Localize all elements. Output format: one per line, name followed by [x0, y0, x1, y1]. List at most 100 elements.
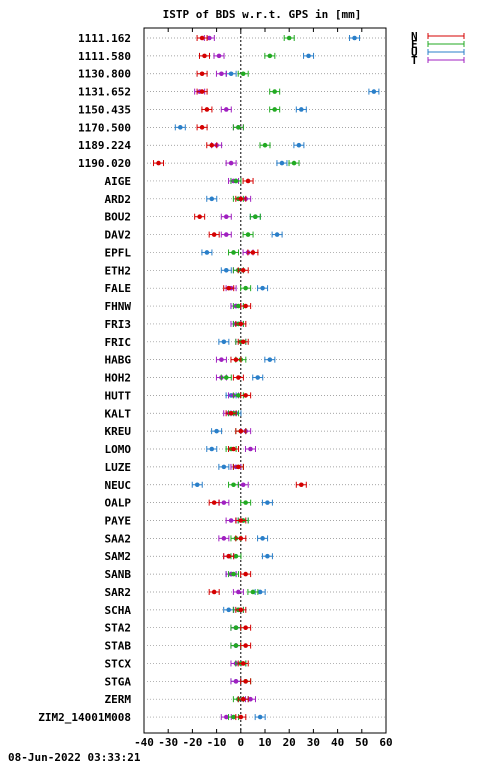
- x-tick-label: 0: [237, 736, 244, 749]
- data-point: [178, 125, 183, 130]
- point-E-OALP: [240, 499, 252, 506]
- data-point: [260, 285, 265, 291]
- data-point: [223, 214, 229, 219]
- station-label: SCHA: [105, 604, 132, 617]
- data-point: [240, 661, 246, 666]
- x-tick-label: -20: [182, 736, 202, 749]
- x-tick-label: 60: [379, 736, 392, 749]
- station-label: DAV2: [105, 229, 132, 242]
- data-point: [243, 303, 248, 309]
- legend-label: E: [411, 38, 418, 51]
- point-T-SAR2: [232, 588, 244, 595]
- station-label: STCX: [105, 657, 132, 670]
- station-label: OALP: [105, 497, 132, 510]
- point-N-STGA: [240, 678, 252, 685]
- point-U-SAA2: [257, 535, 269, 542]
- point-E-BOU2: [249, 213, 261, 220]
- chart-title: ISTP of BDS w.r.t. GPS in [mm]: [163, 8, 362, 21]
- point-U-ARD2: [206, 195, 218, 202]
- point-E-1131.652: [269, 88, 281, 95]
- point-T-STGA: [230, 678, 242, 685]
- data-point: [236, 589, 241, 595]
- station-label: ZIM2_14001M008: [38, 711, 131, 724]
- point-T-1150.435: [220, 106, 232, 113]
- data-point: [219, 357, 224, 362]
- data-point: [299, 482, 304, 488]
- point-U-1170.500: [174, 124, 186, 131]
- legend-entry-E: E: [411, 38, 465, 51]
- data-point: [226, 607, 231, 613]
- point-N-BOU2: [194, 213, 206, 220]
- data-point: [221, 464, 227, 470]
- data-point: [267, 53, 273, 59]
- x-tick-label: -40: [134, 736, 154, 749]
- data-point: [253, 214, 258, 219]
- data-point: [231, 482, 236, 488]
- point-N-STA2: [240, 624, 252, 631]
- data-point: [240, 71, 246, 77]
- point-T-DAV2: [220, 231, 232, 238]
- point-U-ETH2: [220, 267, 232, 274]
- station-label: ZERM: [105, 693, 132, 706]
- station-label: ETH2: [105, 264, 132, 277]
- point-N-1131.652: [196, 88, 208, 95]
- data-point: [306, 53, 311, 59]
- station-label: ARD2: [105, 193, 132, 206]
- data-point: [257, 714, 263, 720]
- data-point: [199, 89, 205, 94]
- point-E-NEUC: [228, 481, 240, 488]
- point-N-1190.020: [153, 160, 165, 167]
- station-label: FRI3: [105, 318, 132, 331]
- point-N-ZERM: [237, 696, 249, 703]
- point-U-LUZE: [218, 463, 230, 470]
- data-point: [255, 375, 261, 380]
- data-point: [265, 500, 270, 505]
- data-point: [211, 589, 217, 595]
- data-point: [279, 160, 285, 166]
- data-point: [243, 393, 248, 398]
- point-N-LOMO: [228, 446, 240, 453]
- data-point: [231, 446, 236, 452]
- station-label: STAB: [105, 640, 132, 653]
- data-point: [194, 482, 200, 488]
- legend-label: U: [411, 46, 418, 59]
- data-point: [238, 321, 244, 327]
- point-E-1111.162: [283, 35, 295, 41]
- data-point: [226, 285, 231, 291]
- data-point: [216, 53, 222, 59]
- point-E-1130.800: [237, 70, 249, 77]
- point-E-SAR2: [247, 588, 259, 595]
- point-U-HABG: [264, 356, 276, 363]
- data-point: [291, 160, 297, 166]
- grid-layer: [144, 37, 386, 718]
- point-E-EPFL: [228, 249, 240, 256]
- station-label: 1189.224: [78, 139, 131, 152]
- data-point: [223, 232, 229, 237]
- data-point: [238, 518, 244, 523]
- data-point: [238, 196, 244, 202]
- x-tick-label: 30: [307, 736, 320, 749]
- legend-label: T: [411, 54, 418, 67]
- point-U-1190.020: [276, 160, 288, 167]
- station-label: KREU: [105, 425, 132, 438]
- data-point: [236, 303, 241, 309]
- data-point: [233, 178, 239, 184]
- point-N-KREU: [235, 428, 247, 435]
- data-point: [240, 696, 246, 702]
- station-label: 1190.020: [78, 157, 131, 170]
- point-U-HOH2: [252, 374, 264, 381]
- station-label: PAYE: [105, 514, 132, 527]
- x-tick-label: -30: [158, 736, 178, 749]
- data-point: [238, 536, 244, 541]
- data-point: [202, 53, 207, 59]
- data-point: [272, 107, 277, 112]
- data-point: [240, 482, 246, 488]
- point-T-HABG: [215, 356, 227, 363]
- point-E-STA2: [230, 624, 242, 631]
- data-point: [204, 107, 210, 112]
- data-point: [233, 357, 239, 362]
- point-E-AIGE: [230, 177, 242, 184]
- data-point: [209, 446, 215, 452]
- data-point: [231, 250, 236, 255]
